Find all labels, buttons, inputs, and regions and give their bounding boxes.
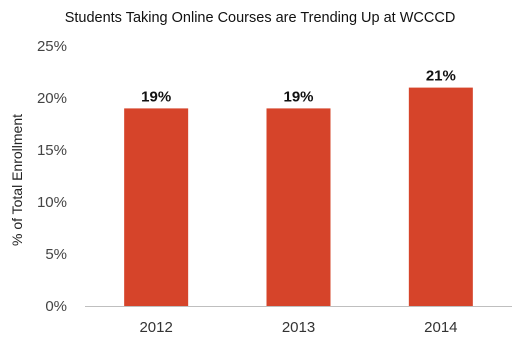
plot-area: 0% 5% 10% 15% 20% 25% 19% 2012 19% 2013 21% 2014	[37, 38, 512, 336]
data-label: 21%	[426, 68, 456, 85]
x-tick-label: 2012	[139, 319, 172, 336]
data-label: 19%	[283, 88, 313, 105]
bar	[266, 108, 331, 307]
bar	[124, 108, 189, 307]
y-tick-label: 25%	[37, 38, 67, 55]
x-tick-label: 2014	[424, 319, 457, 336]
chart-title: Students Taking Online Courses are Trend…	[65, 10, 456, 26]
y-tick-label: 20%	[37, 90, 67, 107]
x-tick-label: 2013	[282, 319, 315, 336]
bar	[408, 87, 473, 306]
y-axis-label: % of Total Enrollment	[9, 114, 25, 246]
y-tick-label: 15%	[37, 142, 67, 159]
y-tick-label: 10%	[37, 194, 67, 211]
data-label: 19%	[141, 88, 171, 105]
y-tick-label: 5%	[45, 246, 67, 263]
y-tick-label: 0%	[45, 298, 67, 315]
